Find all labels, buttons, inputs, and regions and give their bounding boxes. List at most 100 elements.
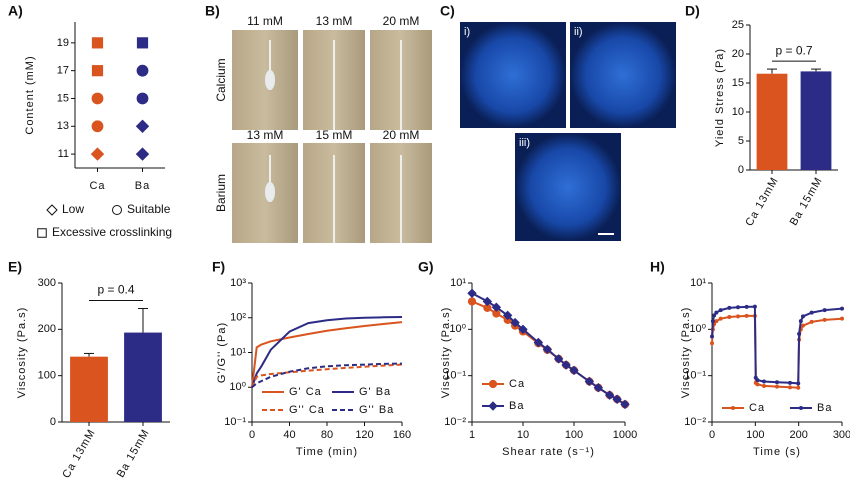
micrograph-label: i) [464, 26, 470, 38]
marker [710, 341, 714, 346]
y-tick-label: 17 [57, 65, 69, 77]
x-tick-label: 160 [393, 429, 411, 441]
marker [796, 381, 801, 386]
legend-label: Ba [509, 400, 524, 412]
panel-label: D) [685, 3, 700, 19]
marker [736, 314, 740, 319]
y-tick-label: 19 [57, 37, 69, 49]
legend-label: Ca [749, 402, 765, 414]
marker [46, 204, 58, 216]
micrograph-label: iii) [519, 137, 530, 149]
needle [269, 40, 402, 243]
x-tick-label: Ba 15mM [115, 427, 152, 480]
series-line [251, 362, 403, 389]
marker [744, 304, 749, 309]
photo-caption: 20 mM [383, 128, 420, 142]
photo [232, 143, 298, 243]
marker [467, 297, 477, 306]
marker [612, 394, 622, 404]
y-tick-label: 10⁰ [229, 381, 246, 393]
marker [502, 310, 513, 321]
droplet [265, 70, 275, 90]
series-line [711, 305, 843, 385]
significance-label: p = 0.7 [775, 43, 812, 57]
y-tick-label: 0 [738, 164, 744, 176]
marker [755, 378, 760, 383]
legend-label: Ba [817, 402, 832, 414]
marker [37, 228, 47, 238]
x-tick-label: 0 [709, 429, 715, 441]
y-tick-label: 200 [38, 323, 56, 335]
y-tick-label: 10³ [230, 277, 246, 289]
marker [788, 380, 792, 385]
legend-label: G' Ba [359, 386, 391, 398]
panel-label: F) [212, 259, 225, 275]
marker [718, 316, 723, 321]
photo-grid [232, 30, 432, 243]
marker [801, 323, 805, 328]
x-tick-label: 300 [833, 429, 850, 441]
marker [620, 399, 630, 410]
marker [775, 380, 779, 385]
x-tick-label: 100 [746, 429, 764, 441]
x-tick-label: 200 [789, 429, 807, 441]
y-tick-label: 10¹ [230, 346, 246, 358]
significance-label: p = 0.4 [97, 283, 134, 297]
photo-caption: 11 mM [247, 14, 283, 28]
marker [467, 288, 477, 298]
droplet [265, 182, 275, 202]
series-line [251, 321, 403, 388]
micrograph [460, 22, 566, 128]
marker [90, 147, 105, 161]
panel-label: H) [650, 259, 665, 275]
x-axis-title: Time (min) [296, 446, 358, 458]
y-tick-label: 10⁻² [684, 416, 706, 428]
legend-label: Ca [509, 378, 525, 390]
marker [553, 354, 564, 364]
marker [135, 147, 150, 161]
marker [135, 119, 150, 133]
x-axis-title: Shear rate (s⁻¹) [502, 446, 595, 458]
x-tick-label: Ca 13mM [743, 175, 781, 228]
marker [569, 365, 579, 376]
marker [762, 379, 766, 384]
y-tick-label: 20 [732, 48, 744, 60]
marker [727, 305, 732, 310]
bar [124, 332, 162, 422]
marker [136, 92, 149, 105]
x-tick-label: 40 [283, 429, 295, 441]
panel-label: A) [8, 3, 23, 19]
x-tick-label: 80 [321, 429, 333, 441]
marker [801, 314, 805, 319]
y-tick-label: 15 [57, 92, 69, 104]
legend-label: Suitable [127, 202, 171, 216]
marker [714, 319, 719, 324]
marker [91, 92, 104, 105]
y-tick-label: 100 [38, 370, 56, 382]
y-tick-label: 11 [58, 148, 69, 160]
legend-label: Low [62, 202, 84, 216]
marker [731, 406, 735, 410]
marker [809, 319, 814, 324]
marker [112, 205, 122, 215]
micrograph [515, 133, 621, 241]
marker [518, 324, 528, 335]
x-tick-label: 100 [565, 429, 583, 441]
marker [798, 319, 803, 324]
marker [809, 310, 814, 315]
micrograph [570, 22, 676, 128]
x-tick-label: Ba 15mM [788, 175, 825, 228]
marker [136, 37, 149, 49]
photo-caption: 13 mM [316, 14, 353, 28]
marker [482, 296, 493, 307]
legend-label: G'' Ca [289, 404, 325, 416]
marker [797, 331, 802, 336]
legend-label: Excessive crosslinking [52, 225, 172, 239]
marker [840, 316, 844, 321]
micrograph-label: ii) [574, 26, 583, 38]
marker [727, 314, 732, 319]
y-axis-title: Content (mM) [24, 55, 36, 134]
marker [840, 306, 844, 311]
y-axis-title: Viscosity (Pa.s) [16, 307, 28, 399]
y-axis-title: G'/G'' (Pa) [216, 322, 228, 383]
